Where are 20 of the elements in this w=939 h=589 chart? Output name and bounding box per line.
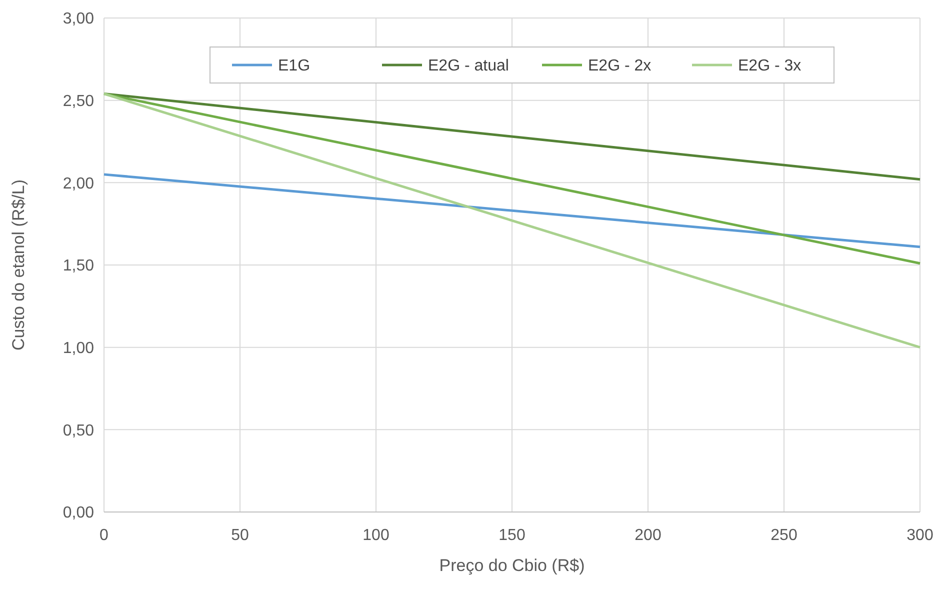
legend-label: E2G - 2x [588, 58, 652, 75]
x-tick-label: 200 [634, 527, 662, 544]
y-tick-label: 0,00 [62, 504, 94, 522]
y-tick-label: 2,00 [62, 175, 94, 192]
y-tick-label: 1,50 [62, 258, 94, 275]
y-axis-title: Custo do etanol (R$/L) [9, 179, 28, 351]
x-tick-label: 50 [231, 527, 249, 544]
legend-label: E1G [278, 58, 310, 75]
x-axis-title: Preço do Cbio (R$) [439, 556, 585, 575]
legend-label: E2G - 3x [738, 58, 802, 75]
y-tick-label: 2,50 [62, 92, 94, 110]
x-tick-label: 300 [906, 527, 934, 544]
y-tick-label: 3,00 [62, 10, 94, 28]
x-tick-label: 100 [362, 527, 390, 544]
x-tick-label: 0 [100, 527, 109, 544]
legend-label: E2G - atual [428, 58, 509, 75]
y-tick-label: 1,00 [62, 340, 94, 357]
x-tick-label: 150 [498, 527, 526, 544]
x-tick-label: 250 [770, 527, 798, 544]
y-tick-label: 0,50 [62, 422, 94, 440]
